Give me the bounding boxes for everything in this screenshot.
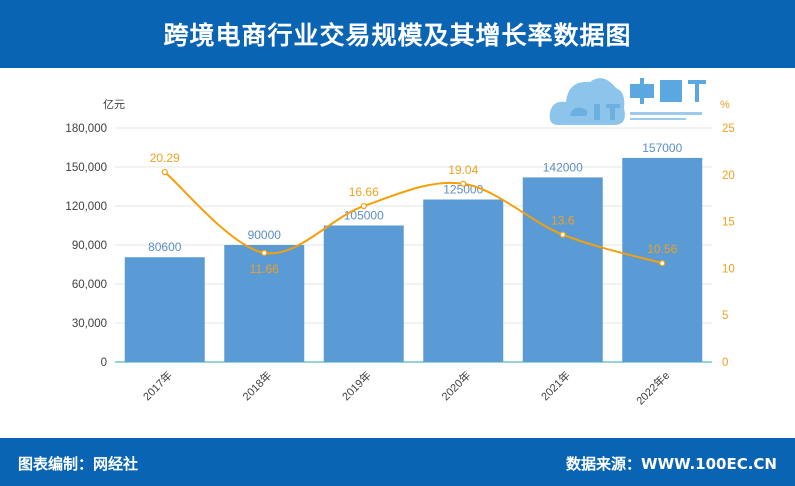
footer-source-left: 图表编制：网经社	[18, 455, 139, 473]
bar	[224, 245, 305, 362]
y-right-tick: 10	[722, 263, 735, 275]
y-right-tick: 25	[722, 123, 735, 135]
bar	[124, 257, 205, 362]
line-label: 16.66	[349, 185, 379, 199]
line-label: 10.56	[647, 242, 677, 256]
y-right-tick: 0	[722, 357, 728, 369]
bar	[423, 199, 504, 362]
line-point	[261, 249, 268, 256]
x-tick: 2022年e	[633, 368, 672, 407]
line-label: 11.66	[250, 262, 279, 276]
bar-label: 80600	[148, 240, 182, 254]
x-tick: 2019年	[339, 368, 374, 403]
y-left-tick: 150,000	[65, 162, 107, 174]
chart: 0 30,000 60,000 90,000 120,000 150,000 180,000…	[65, 98, 735, 408]
line-point	[161, 168, 168, 176]
bar-label: 157000	[642, 141, 682, 155]
line-point	[360, 202, 367, 210]
x-tick: 2021年	[538, 368, 573, 403]
y-right-tick: 20	[722, 170, 735, 182]
bar-label: 142000	[543, 160, 583, 174]
bar	[522, 177, 603, 362]
bar-label: 90000	[248, 228, 282, 242]
footer-source-right: 数据来源：WWW.100EC.CN	[566, 455, 777, 473]
y-left-tick: 60,000	[72, 279, 107, 291]
y-left-tick: 90,000	[72, 240, 107, 252]
bar	[622, 157, 703, 362]
line-label: 19.04	[448, 163, 478, 177]
y-right-tick: 5	[722, 310, 728, 322]
bar-label: 105000	[344, 209, 384, 223]
x-tick: 2017年	[140, 368, 175, 403]
line-point	[559, 231, 566, 238]
y-right-label: %	[720, 99, 730, 111]
line-point	[659, 260, 666, 267]
growth-line	[164, 171, 663, 265]
y-left-tick: 120,000	[65, 201, 107, 213]
x-tick: 2018年	[239, 368, 274, 403]
line-label: 20.29	[150, 151, 180, 165]
chart-title: 跨境电商行业交易规模及其增长率数据图	[0, 0, 795, 68]
bar	[323, 225, 404, 362]
line-label: 13.6	[551, 214, 575, 228]
line-point	[460, 180, 467, 187]
y-left-label: 亿元	[103, 98, 125, 111]
y-left-tick: 180,000	[65, 123, 107, 135]
footer: 图表编制：网经社 数据来源：WWW.100EC.CN	[0, 438, 795, 486]
y-right-tick: 15	[722, 217, 735, 229]
logo	[548, 70, 708, 132]
x-tick: 2020年	[438, 368, 473, 403]
y-left-tick: 30,000	[72, 318, 107, 330]
y-left-tick: 0	[101, 357, 107, 369]
